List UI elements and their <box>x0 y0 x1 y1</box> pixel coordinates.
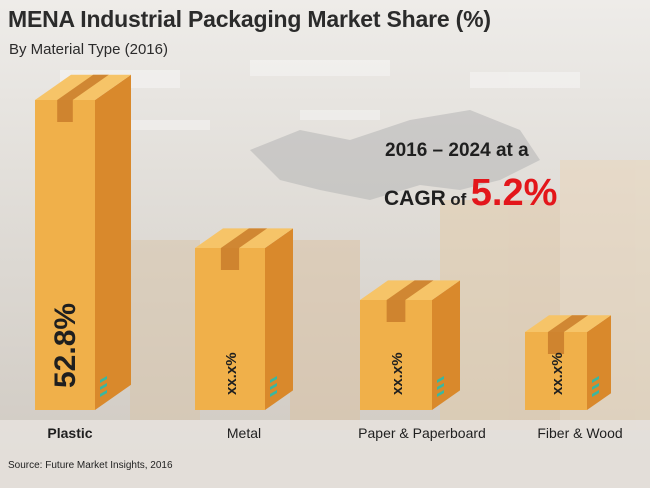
data-label-0: 52.8% <box>49 303 82 388</box>
recycle-stripe <box>100 376 107 383</box>
recycle-stripe <box>270 376 277 383</box>
bar-front <box>35 100 95 410</box>
recycle-stripe <box>270 383 277 390</box>
recycle-stripe <box>437 390 444 397</box>
recycle-stripe <box>437 383 444 390</box>
recycle-stripe <box>592 383 599 390</box>
recycle-stripe <box>437 376 444 383</box>
bar-metal: xx.x% <box>195 228 293 410</box>
recycle-stripe <box>100 390 107 397</box>
bar-side <box>95 74 131 411</box>
bar-fiber-wood: xx.x% <box>525 315 611 410</box>
cagr-label: CAGR <box>384 187 446 210</box>
bar-tape-front <box>547 332 565 354</box>
category-label-1: Metal <box>227 425 261 441</box>
bar-side <box>265 228 293 410</box>
bar-front <box>195 248 265 410</box>
recycle-stripe <box>270 390 277 397</box>
bar-side <box>432 280 460 410</box>
map-shape <box>250 110 540 200</box>
cagr-of-label: of <box>450 190 467 209</box>
bar-tape-top <box>386 280 434 300</box>
chart-subtitle: By Material Type (2016) <box>9 41 168 58</box>
bar-tape-top <box>547 315 589 332</box>
bar-tape-front <box>57 100 73 122</box>
cagr-period-text: 2016 – 2024 at a <box>385 140 529 161</box>
bar-tape-front <box>386 300 406 322</box>
bar-tape-top <box>57 74 109 100</box>
data-label-2: xx.x% <box>389 352 406 395</box>
bar-paper-paperboard: xx.x% <box>360 280 460 410</box>
category-label-3: Fiber & Wood <box>537 425 622 441</box>
category-label-2: Paper & Paperboard <box>358 425 486 441</box>
category-label-0: Plastic <box>47 425 92 441</box>
source-note: Source: Future Market Insights, 2016 <box>8 460 173 471</box>
cagr-value: 5.2% <box>470 172 558 214</box>
recycle-stripe <box>100 383 107 390</box>
data-label-3: xx.x% <box>549 352 566 395</box>
chart-title: MENA Industrial Packaging Market Share (… <box>8 6 491 32</box>
data-label-1: xx.x% <box>223 352 240 395</box>
bar-tape-top <box>220 228 268 248</box>
bar-side <box>587 315 611 410</box>
bar-tape-front <box>220 248 240 270</box>
cagr-text: CAGR of 5.2% <box>384 172 557 215</box>
bar-plastic: 52.8% <box>35 74 131 411</box>
recycle-stripe <box>592 390 599 397</box>
recycle-stripe <box>592 376 599 383</box>
